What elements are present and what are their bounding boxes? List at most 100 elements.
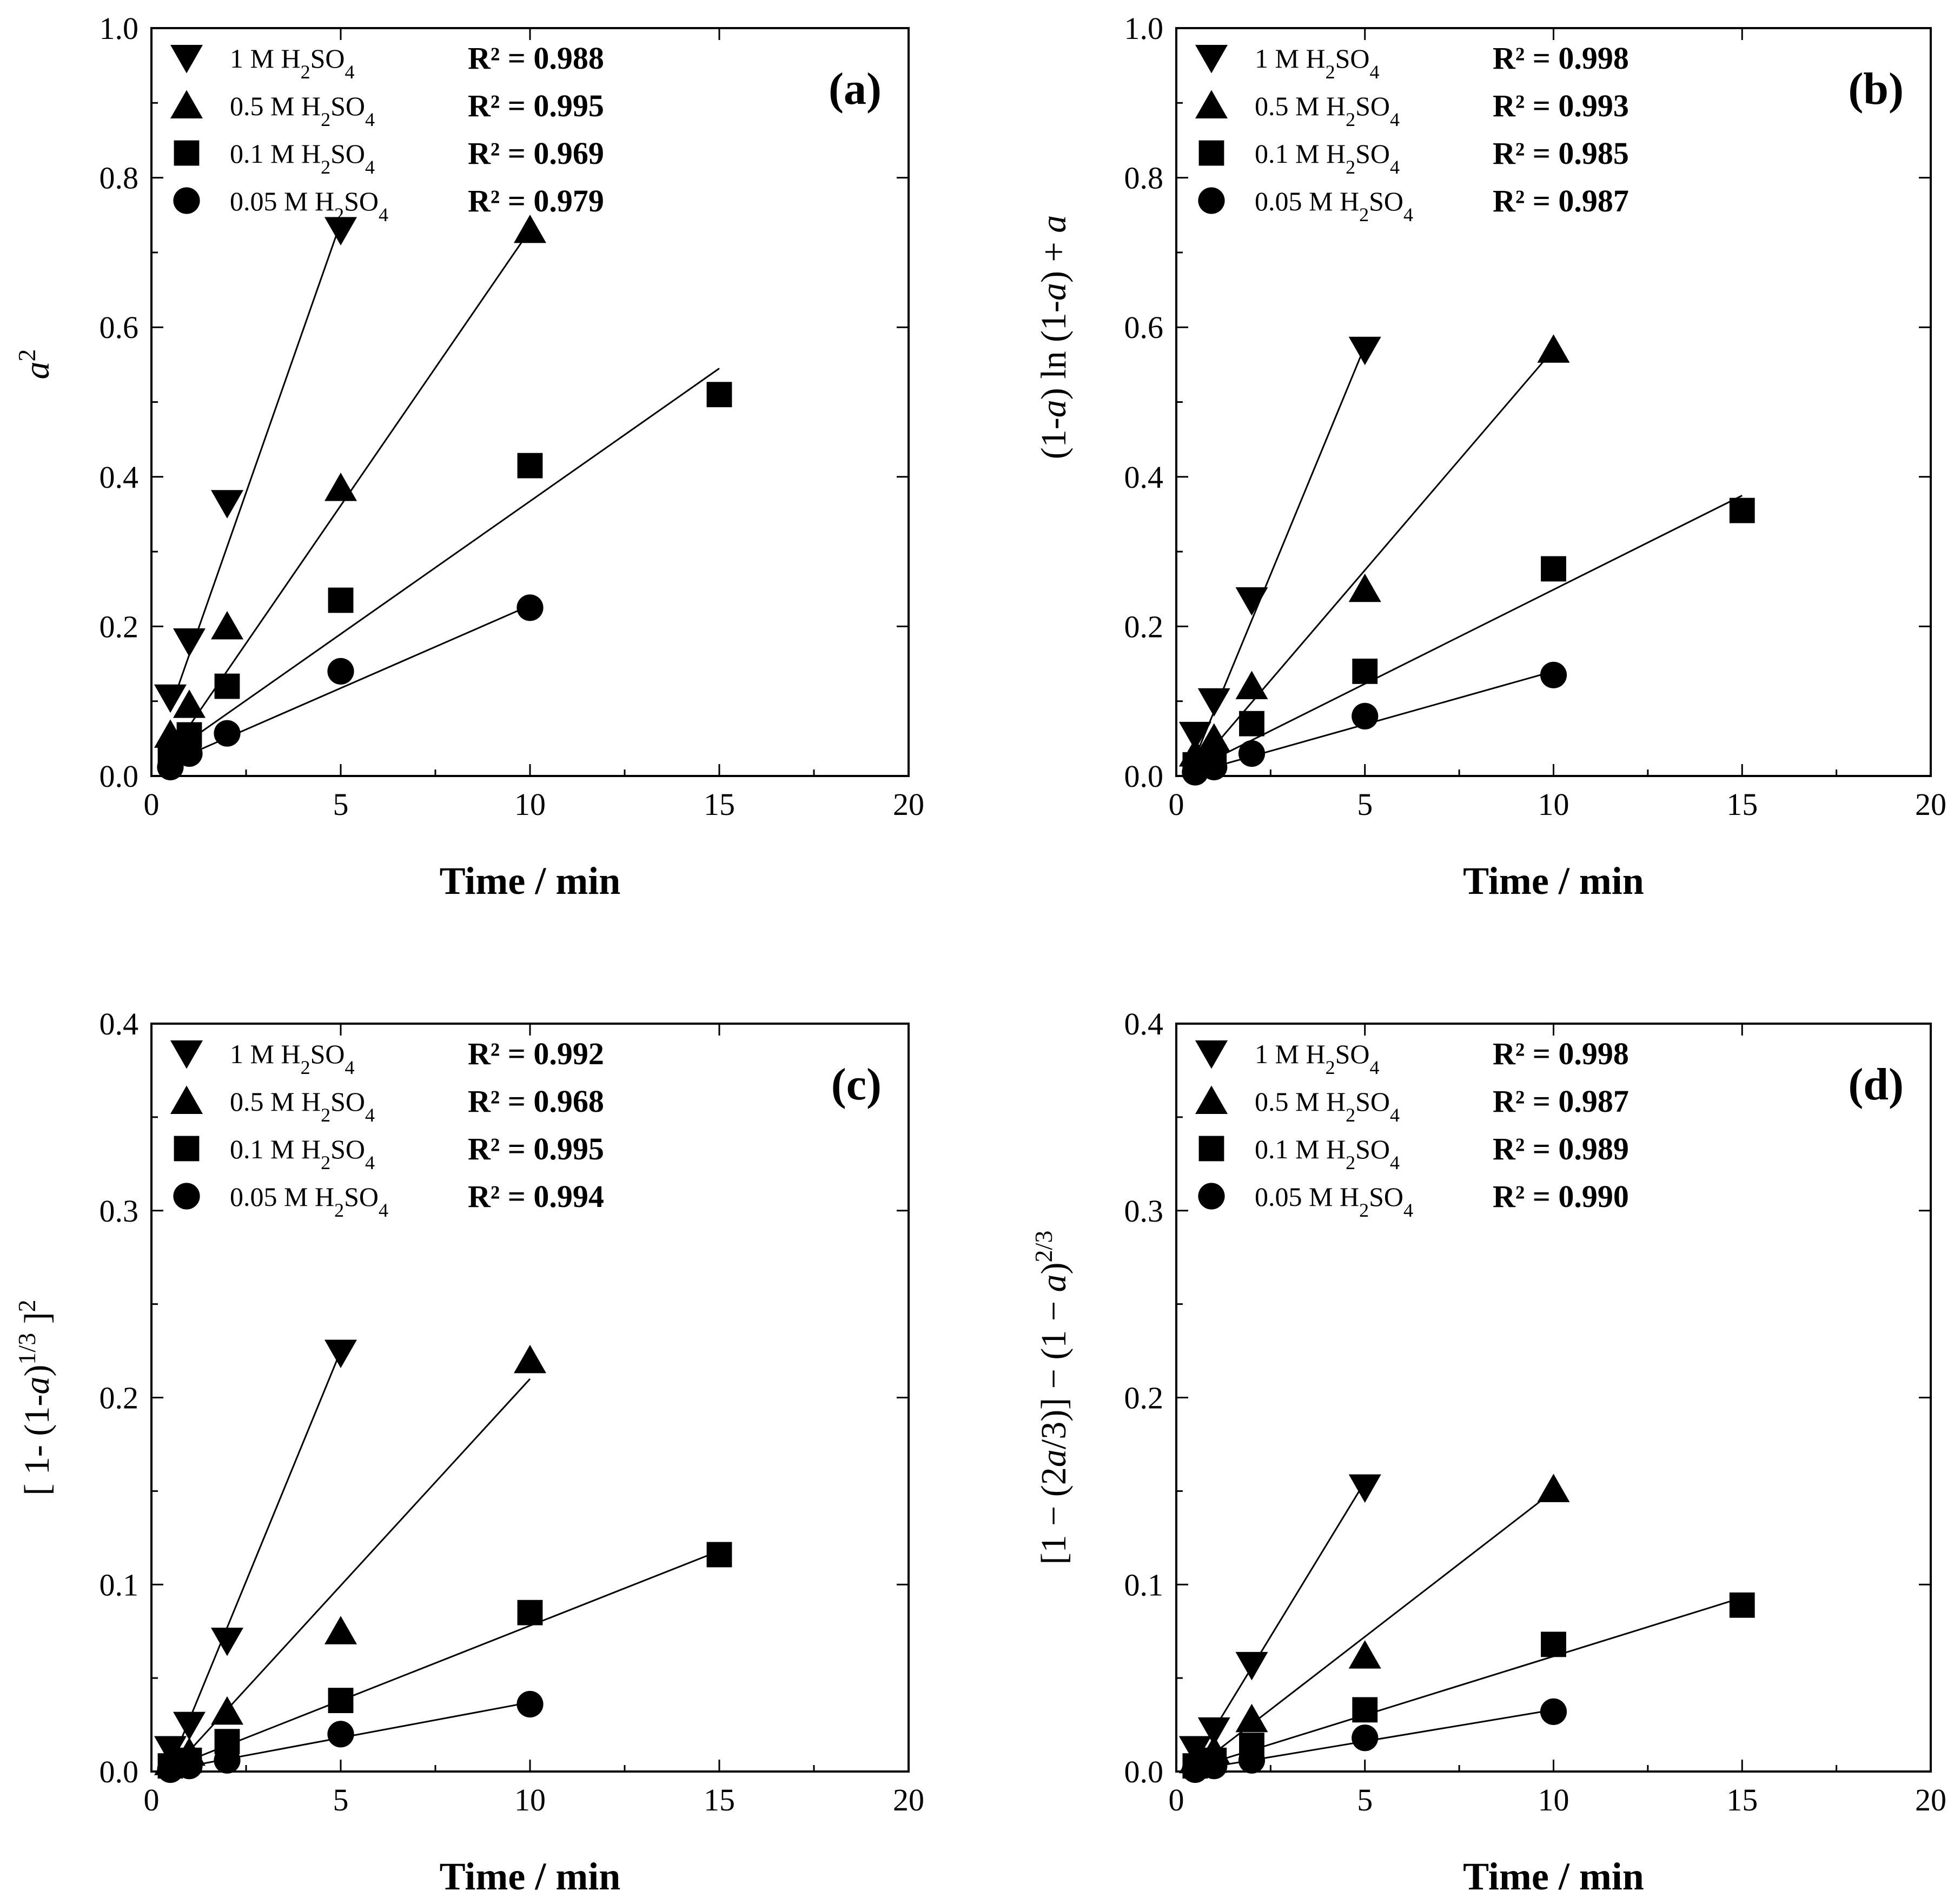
x-tick-label: 20 — [893, 787, 924, 822]
data-point — [1235, 671, 1268, 700]
legend-marker — [174, 140, 200, 166]
x-tick-label: 5 — [333, 1782, 349, 1817]
legend-label: 1 M H2SO4 — [1255, 43, 1380, 83]
data-point — [1178, 721, 1211, 751]
legend-r2-value: R² = 0.990 — [1493, 1179, 1629, 1214]
data-point — [328, 1688, 354, 1714]
data-point — [516, 594, 544, 621]
legend-label: 0.1 M H2SO4 — [230, 1134, 375, 1173]
y-tick-label: 0.4 — [1124, 460, 1164, 495]
legend-label: 0.05 M H2SO4 — [1255, 1182, 1413, 1221]
data-point — [173, 689, 206, 718]
data-point — [176, 740, 203, 767]
x-tick-label: 15 — [1726, 787, 1758, 822]
chart-panel-b: 0 5 10 15 20 0.0 0.2 0.4 0.6 0.8 1.0 Time / min (1-a… — [1034, 11, 1946, 903]
y-tick-label: 0.3 — [1124, 1193, 1164, 1229]
legend-marker — [170, 1085, 203, 1114]
x-tick-label: 15 — [704, 1782, 735, 1817]
y-tick-label: 1.0 — [1124, 11, 1164, 46]
panel-label: (a) — [829, 64, 882, 114]
legend-marker — [1195, 1040, 1228, 1069]
data-point — [1540, 661, 1567, 688]
series-triangle-down: 1 M H2SO4 R² = 0.992 — [154, 1036, 604, 1767]
x-tick-label: 10 — [514, 1782, 546, 1817]
data-point — [1537, 1474, 1570, 1502]
fit-line — [1195, 1597, 1743, 1769]
legend-label: 0.1 M H2SO4 — [1255, 1134, 1400, 1173]
y-tick-label: 0.2 — [1124, 1381, 1164, 1416]
x-tick-label: 5 — [1357, 1782, 1373, 1817]
legend-r2-value: R² = 0.987 — [1493, 1084, 1629, 1119]
legend-marker — [1195, 90, 1228, 118]
series-triangle-down: 1 M H2SO4 R² = 0.998 — [1178, 41, 1629, 758]
series-triangle-up: 0.5 M H2SO4 R² = 0.995 — [154, 88, 604, 754]
y-tick-label: 0.6 — [1124, 310, 1164, 345]
series-triangle-up: 0.5 M H2SO4 R² = 0.968 — [154, 1084, 604, 1775]
legend-r2-value: R² = 0.998 — [1493, 41, 1629, 76]
data-point — [173, 628, 206, 657]
legend-label: 0.5 M H2SO4 — [1255, 1086, 1400, 1126]
data-point — [324, 473, 357, 501]
legend-marker — [1195, 45, 1228, 74]
y-tick-label: 0.4 — [100, 1006, 139, 1041]
data-point — [324, 1339, 357, 1369]
data-point — [1352, 702, 1379, 729]
legend-label: 0.5 M H2SO4 — [230, 1086, 375, 1126]
y-tick-label: 0.2 — [1124, 609, 1164, 644]
x-tick-label: 10 — [1538, 787, 1569, 822]
legend-label: 0.5 M H2SO4 — [230, 91, 375, 130]
x-tick-label: 15 — [1726, 1782, 1758, 1817]
data-point — [1235, 1703, 1268, 1733]
y-tick-label: 1.0 — [100, 11, 139, 46]
legend-label: 1 M H2SO4 — [230, 43, 355, 83]
data-point — [214, 673, 240, 699]
chart-panel-d: 0 5 10 15 20 0.0 0.1 0.2 0.3 0.4 Time / min [1 − (2… — [1030, 1006, 1947, 1898]
y-tick-label: 0.1 — [100, 1567, 139, 1602]
x-axis-title: Time / min — [1463, 859, 1644, 903]
x-tick-label: 20 — [1915, 1782, 1946, 1817]
y-axis-title: (1-a) ln (1-a) + a — [1034, 215, 1074, 459]
chart-panel-a: 0 5 10 15 20 0.0 0.2 0.4 0.6 0.8 1.0 Time / min a2 (a… — [13, 11, 925, 903]
x-axis-title: Time / min — [440, 859, 621, 903]
data-point — [514, 1344, 546, 1374]
y-tick-label: 0.4 — [1124, 1006, 1164, 1041]
x-tick-label: 10 — [514, 787, 546, 822]
x-tick-label: 5 — [333, 787, 349, 822]
legend-r2-value: R² = 0.993 — [1493, 88, 1629, 123]
data-point — [1541, 1631, 1566, 1657]
data-point — [1238, 740, 1266, 767]
data-point — [1352, 1697, 1378, 1723]
y-tick-label: 0.2 — [100, 1381, 139, 1416]
data-point — [214, 1747, 241, 1774]
data-point — [1238, 1747, 1266, 1774]
legend-r2-value: R² = 0.988 — [468, 41, 604, 76]
fit-line — [170, 368, 720, 754]
y-tick-label: 0.6 — [100, 310, 139, 345]
data-point — [324, 217, 357, 246]
data-point — [1235, 587, 1268, 616]
legend-marker — [1195, 1085, 1228, 1114]
data-point — [328, 587, 354, 613]
x-tick-label: 15 — [704, 787, 735, 822]
series-triangle-down: 1 M H2SO4 R² = 0.988 — [154, 41, 604, 713]
y-axis-title: a2 — [13, 349, 57, 380]
y-tick-label: 0.0 — [1124, 1754, 1164, 1789]
legend-r2-value: R² = 0.985 — [1493, 136, 1629, 171]
data-point — [516, 1690, 544, 1718]
data-point — [176, 1753, 203, 1780]
y-tick-label: 0.0 — [100, 759, 139, 794]
legend-r2-value: R² = 0.992 — [468, 1036, 604, 1071]
legend-r2-value: R² = 0.998 — [1493, 1036, 1629, 1071]
data-point — [214, 720, 241, 747]
y-tick-label: 0.0 — [1124, 759, 1164, 794]
x-tick-label: 0 — [144, 787, 160, 822]
fit-line — [1194, 1481, 1366, 1761]
x-tick-label: 10 — [1538, 1782, 1569, 1817]
series-circle: 0.05 M H2SO4 R² = 0.994 — [157, 1179, 604, 1783]
x-axis-title: Time / min — [440, 1855, 621, 1898]
legend-r2-value: R² = 0.979 — [468, 183, 604, 218]
data-point — [1201, 1753, 1228, 1780]
legend-r2-value: R² = 0.995 — [468, 88, 604, 123]
x-tick-label: 20 — [1915, 787, 1946, 822]
legend-label: 0.5 M H2SO4 — [1255, 91, 1400, 130]
